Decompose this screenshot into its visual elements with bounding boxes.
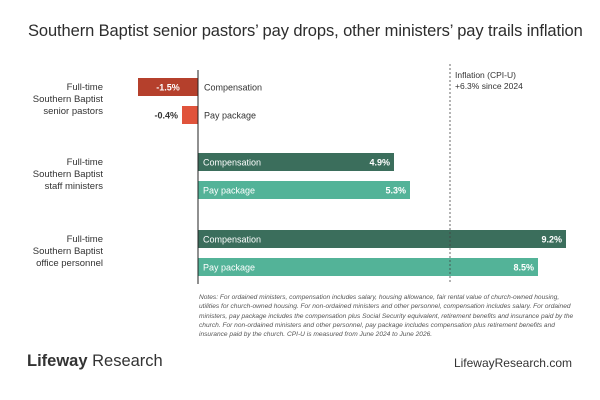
bar-name-1-0: Compensation — [203, 158, 261, 168]
data-label-0-1: -0.4% — [154, 111, 178, 121]
bar-name-1-1: Pay package — [203, 186, 255, 196]
data-label-0-0: -1.5% — [156, 83, 180, 93]
data-label-1-1: 5.3% — [385, 186, 406, 196]
group-label-0-line-2: senior pastors — [43, 106, 103, 117]
bar-name-0-0: Compensation — [204, 83, 262, 93]
lifeway-research-logo: Lifeway Research — [27, 352, 163, 371]
group-label-2-line-0: Full-time — [67, 234, 103, 245]
data-label-2-1: 8.5% — [513, 263, 534, 273]
data-label-1-0: 4.9% — [369, 158, 390, 168]
logo-brand: Lifeway — [27, 352, 88, 370]
bar-name-2-0: Compensation — [203, 235, 261, 245]
data-label-2-0: 9.2% — [541, 235, 562, 245]
group-label-1-line-1: Southern Baptist — [33, 169, 104, 180]
logo-suffix: Research — [87, 352, 163, 370]
chart-title: Southern Baptist senior pastors’ pay dro… — [28, 22, 583, 40]
group-label-2-line-1: Southern Baptist — [33, 246, 104, 257]
group-label-0-line-0: Full-time — [67, 82, 103, 93]
group-label-2-line-2: office personnel — [36, 258, 103, 269]
bar-0-0 — [138, 78, 198, 96]
website-link[interactable]: LifewayResearch.com — [453, 356, 572, 370]
chart-notes: Notes: For ordained ministers, compensat… — [199, 294, 574, 339]
bar-2-1 — [198, 258, 538, 276]
bar-name-0-1: Pay package — [204, 111, 256, 121]
inflation-label-line-1: +6.3% since 2024 — [455, 81, 523, 91]
bar-1-0 — [198, 153, 394, 171]
bar-2-0 — [198, 230, 566, 248]
inflation-label-line-0: Inflation (CPI-U) — [455, 70, 516, 80]
bar-1-1 — [198, 181, 410, 199]
bar-name-2-1: Pay package — [203, 263, 255, 273]
group-label-1-line-2: staff ministers — [45, 181, 104, 192]
group-label-1-line-0: Full-time — [67, 157, 103, 168]
bar-0-1 — [182, 106, 198, 124]
group-label-0-line-1: Southern Baptist — [33, 94, 104, 105]
